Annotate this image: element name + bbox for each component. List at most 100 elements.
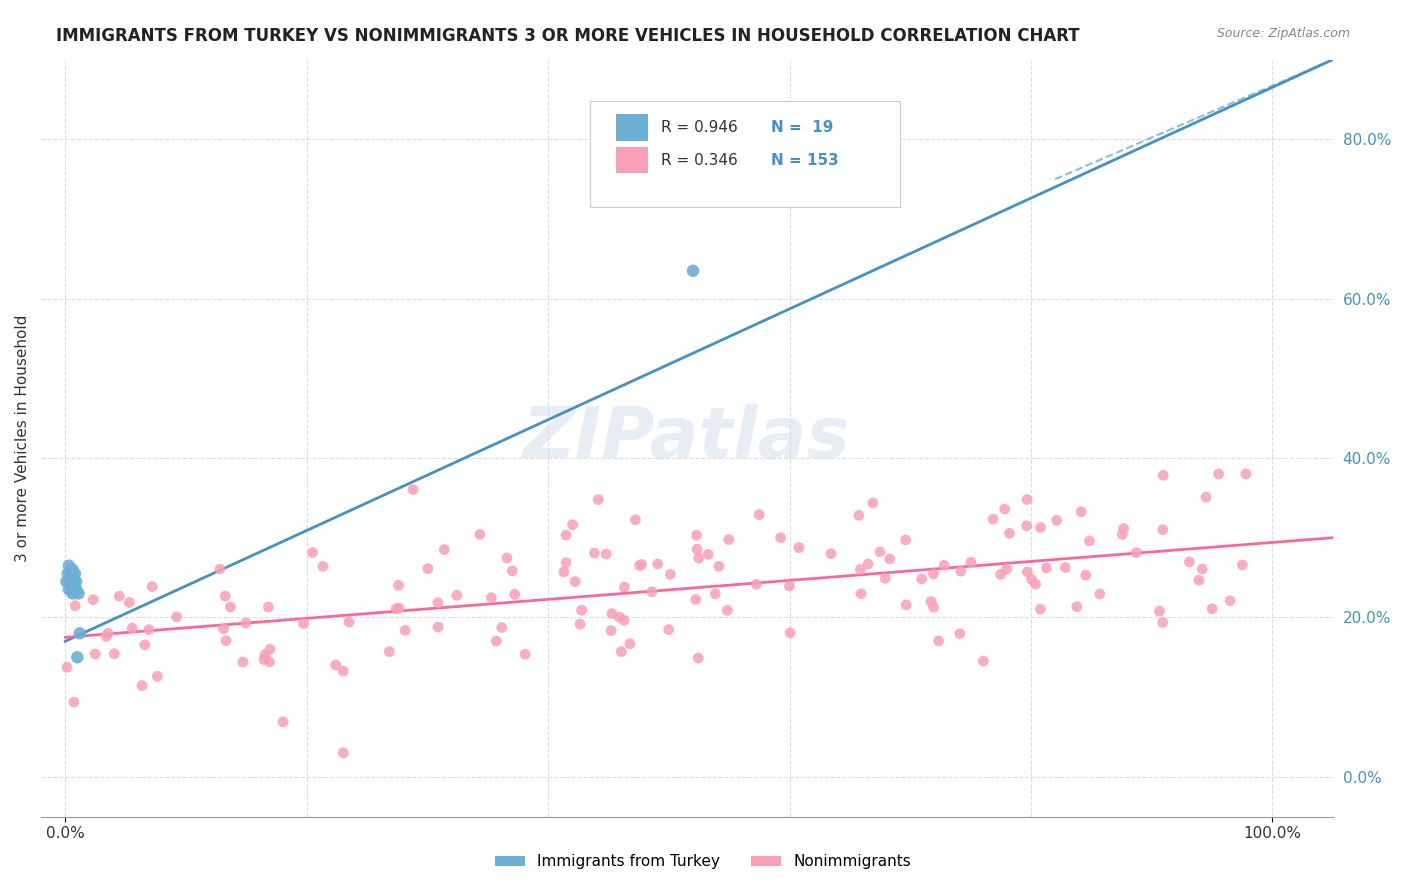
Point (1219, 593, 1241, 607)
Point (69, 626, 91, 640)
Point (555, 556, 578, 570)
FancyBboxPatch shape (616, 146, 648, 173)
Point (479, 591, 502, 605)
Point (949, 626, 972, 640)
FancyBboxPatch shape (591, 101, 900, 207)
Point (215, 633, 238, 648)
Text: N = 153: N = 153 (770, 153, 838, 168)
Point (1111, 527, 1133, 541)
Point (56, 566, 79, 581)
Point (820, 547, 842, 561)
Point (118, 595, 141, 609)
Point (65, 582, 87, 597)
Point (427, 620, 450, 634)
Point (990, 567, 1012, 582)
Point (595, 547, 617, 561)
Point (1046, 513, 1069, 527)
Point (56, 660, 79, 674)
Point (485, 634, 508, 648)
Point (995, 562, 1018, 576)
Point (849, 562, 872, 576)
Point (934, 558, 956, 573)
Point (426, 596, 449, 610)
Point (388, 601, 411, 615)
Point (862, 496, 884, 510)
Point (58, 558, 80, 573)
Point (717, 533, 740, 547)
Point (769, 531, 792, 545)
Point (1029, 602, 1052, 616)
Point (60, 566, 83, 581)
Point (1021, 572, 1043, 586)
Point (1112, 521, 1135, 535)
Point (63, 578, 86, 592)
Point (922, 600, 945, 615)
FancyBboxPatch shape (616, 114, 648, 141)
Point (63, 599, 86, 613)
Point (103, 647, 125, 661)
Point (600, 624, 623, 638)
Point (214, 589, 236, 603)
Point (1070, 505, 1092, 519)
Point (659, 567, 682, 582)
Point (555, 528, 578, 542)
Point (716, 603, 738, 617)
Point (416, 561, 439, 575)
Point (856, 557, 879, 571)
Point (59, 570, 82, 584)
Point (141, 580, 163, 594)
Point (84, 647, 107, 661)
Point (1024, 577, 1046, 591)
Point (894, 533, 917, 547)
Point (387, 578, 409, 592)
Point (1149, 604, 1171, 618)
Point (561, 517, 583, 532)
Point (131, 679, 153, 693)
Point (253, 652, 276, 666)
Point (292, 616, 315, 631)
Point (58, 582, 80, 597)
Point (166, 610, 188, 624)
Point (613, 614, 636, 628)
Point (138, 623, 160, 637)
Point (998, 526, 1021, 541)
Point (208, 562, 231, 576)
Point (920, 595, 942, 609)
Point (134, 638, 156, 652)
Point (1191, 562, 1213, 576)
Point (446, 588, 468, 602)
Point (402, 483, 425, 497)
Point (496, 551, 519, 566)
Point (981, 512, 1004, 526)
Point (63, 566, 86, 581)
Point (259, 655, 281, 669)
Point (97, 626, 120, 640)
Point (1078, 533, 1101, 548)
Text: Source: ZipAtlas.com: Source: ZipAtlas.com (1216, 27, 1350, 40)
Point (875, 571, 897, 585)
Text: R = 0.946: R = 0.946 (661, 120, 738, 136)
Point (82, 592, 104, 607)
Point (1015, 518, 1038, 533)
Point (59, 574, 82, 589)
Point (271, 714, 294, 729)
Point (1125, 546, 1147, 560)
Point (628, 558, 651, 573)
Point (62, 586, 84, 600)
Point (647, 557, 669, 571)
Point (685, 528, 707, 542)
Point (1054, 560, 1077, 574)
Point (491, 620, 513, 634)
Point (960, 556, 983, 570)
Point (254, 648, 277, 662)
Point (1035, 561, 1057, 575)
Point (619, 637, 641, 651)
Y-axis label: 3 or more Vehicles in Household: 3 or more Vehicles in Household (15, 314, 30, 562)
Point (879, 552, 901, 566)
Point (257, 599, 280, 614)
Point (1232, 558, 1254, 572)
Point (1015, 492, 1038, 507)
Point (972, 654, 994, 668)
Point (66, 650, 89, 665)
Point (745, 577, 768, 591)
